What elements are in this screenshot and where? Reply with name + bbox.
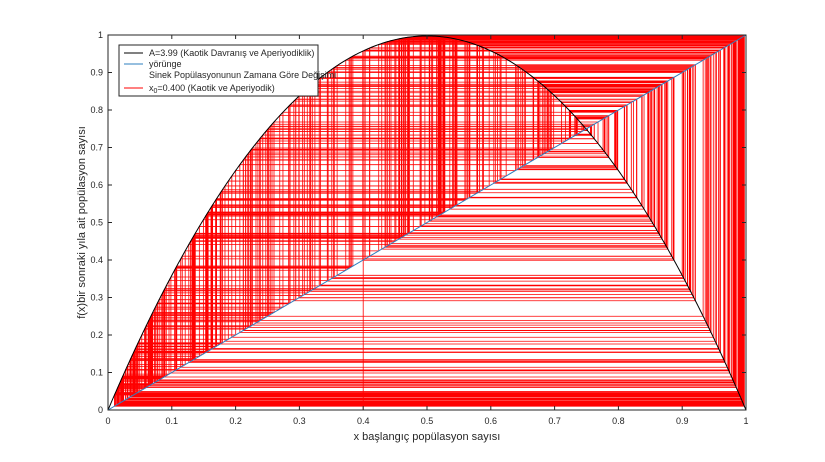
identity-line bbox=[107, 34, 747, 411]
y-tick-label: 0.9 bbox=[90, 68, 103, 78]
y-tick-label: 0.4 bbox=[90, 255, 103, 265]
x-tick-label: 0.2 bbox=[229, 416, 242, 426]
y-tick-label: 0.8 bbox=[90, 105, 103, 115]
x-tick-label: 1 bbox=[743, 416, 748, 426]
legend-entry-population: Sinek Popülasyonunun Zamana Göre Değişim… bbox=[149, 70, 336, 80]
y-axis-label: f(x)bir sonraki yıla ait popülasyon sayı… bbox=[76, 126, 88, 319]
legend-entry-curve: A=3.99 (Kaotik Davranış ve Aperiyodiklik… bbox=[149, 48, 314, 58]
x-tick-label: 0.6 bbox=[485, 416, 498, 426]
y-tick-label: 0.7 bbox=[90, 143, 103, 153]
y-tick-label: 0 bbox=[98, 405, 103, 415]
y-tick-label: 0.1 bbox=[90, 368, 103, 378]
x-axis-label: x başlangıç popülasyon sayısı bbox=[354, 431, 501, 443]
x-tick-label: 0.5 bbox=[421, 416, 434, 426]
x-tick-label: 0.9 bbox=[676, 416, 689, 426]
legend-entry-cobweb: x0=0.400 (Kaotik ve Aperiyodik) bbox=[149, 83, 275, 95]
legend-box bbox=[118, 44, 319, 97]
x-tick-label: 0.3 bbox=[293, 416, 306, 426]
x-tick-label: 0.4 bbox=[357, 416, 370, 426]
legend-entry-orbit: yörünge bbox=[149, 59, 182, 69]
y-tick-label: 1 bbox=[98, 30, 103, 40]
x-tick-label: 0 bbox=[105, 416, 110, 426]
y-tick-label: 0.2 bbox=[90, 330, 103, 340]
ticks-layer: 0 0.1 0.2 0.3 0.4 0.5 0.6 0.7 0.8 0.9 1 0 0.1 0.2 0.3 0… bbox=[90, 30, 748, 426]
y-tick-label: 0.6 bbox=[90, 180, 103, 190]
y-tick-label: 0.5 bbox=[90, 218, 103, 228]
x-tick-label: 0.1 bbox=[166, 416, 179, 426]
y-tick-label: 0.3 bbox=[90, 293, 103, 303]
x-tick-label: 0.8 bbox=[612, 416, 625, 426]
x-tick-label: 0.7 bbox=[548, 416, 561, 426]
legend: A=3.99 (Kaotik Davranış ve Aperiyodiklik… bbox=[118, 44, 336, 97]
